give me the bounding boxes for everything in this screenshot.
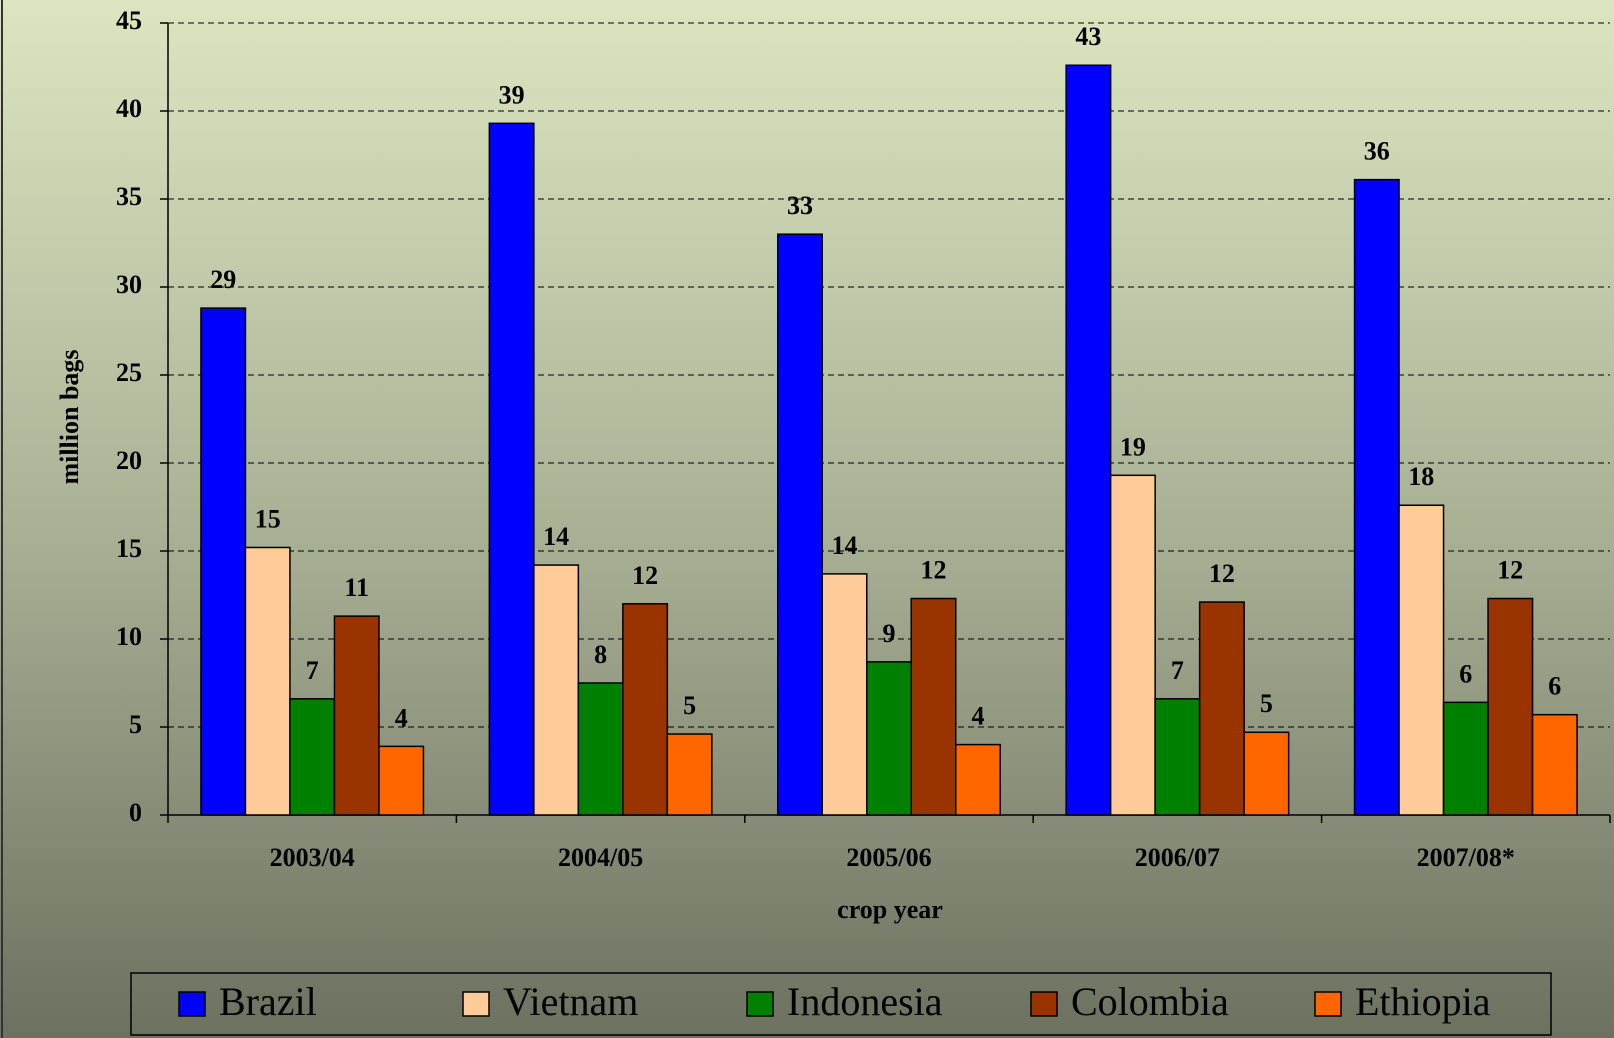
value-label: 7 (306, 656, 319, 685)
legend-swatch (746, 991, 774, 1017)
value-label: 4 (972, 702, 985, 731)
value-label: 14 (832, 531, 858, 560)
bar (378, 745, 425, 816)
legend-text: Ethiopia (1355, 979, 1491, 1024)
value-label: 6 (1459, 659, 1472, 688)
bar (777, 233, 823, 816)
y-tick-label: 20 (116, 446, 142, 475)
y-tick-label: 40 (116, 94, 142, 123)
bar (1154, 698, 1201, 816)
bar (1531, 713, 1578, 816)
bar (1487, 597, 1534, 816)
value-label: 5 (683, 691, 696, 720)
y-tick-label: 15 (116, 534, 142, 563)
bar (1065, 64, 1112, 816)
bar (1442, 701, 1489, 816)
value-label: 11 (344, 573, 369, 602)
value-label: 9 (883, 619, 896, 648)
y-axis-label: million bags (55, 349, 84, 484)
bar (1109, 474, 1156, 816)
y-tick-label: 0 (129, 798, 142, 827)
value-label: 8 (594, 640, 607, 669)
y-tick-label: 5 (129, 710, 142, 739)
bar (200, 307, 247, 816)
value-label: 4 (395, 703, 408, 732)
y-tick-label: 45 (116, 6, 142, 35)
legend-box (130, 972, 1552, 1036)
value-label: 15 (255, 504, 281, 533)
legend-text: Brazil (219, 979, 317, 1024)
y-tick-label: 35 (116, 182, 142, 211)
bar (622, 603, 669, 816)
value-label: 19 (1120, 432, 1146, 461)
bar (666, 733, 713, 816)
value-label: 33 (787, 191, 813, 220)
value-label: 7 (1171, 656, 1184, 685)
value-label: 12 (1497, 555, 1523, 584)
y-tick-label: 30 (116, 270, 142, 299)
value-label: 5 (1260, 689, 1273, 718)
legend-swatch (462, 991, 490, 1017)
x-axis-label: crop year (837, 895, 943, 924)
value-label: 43 (1075, 22, 1101, 51)
bar (1198, 601, 1245, 816)
legend-text: Vietnam (503, 979, 638, 1024)
bar (533, 564, 580, 816)
bar (577, 682, 624, 816)
x-tick-label: 2005/06 (846, 843, 931, 872)
x-tick-label: 2006/07 (1135, 843, 1220, 872)
value-label: 6 (1548, 672, 1561, 701)
x-tick-label: 2004/05 (558, 843, 643, 872)
value-label: 29 (210, 265, 236, 294)
y-tick-label: 10 (116, 622, 142, 651)
value-label: 12 (1209, 559, 1235, 588)
bar (1243, 731, 1290, 816)
bar (955, 743, 1001, 816)
legend-swatch (1314, 991, 1342, 1017)
value-label: 12 (921, 555, 947, 584)
legend-text: Colombia (1071, 979, 1229, 1024)
x-tick-label: 2007/08* (1417, 843, 1515, 872)
x-tick-label: 2003/04 (270, 843, 355, 872)
legend-text: Indonesia (787, 979, 943, 1024)
bar (910, 597, 957, 816)
bar (488, 122, 535, 816)
bar (244, 546, 291, 816)
legend-swatch (178, 991, 206, 1017)
value-label: 14 (543, 522, 569, 551)
bar (821, 573, 868, 816)
value-label: 36 (1364, 137, 1390, 166)
bar (289, 698, 336, 816)
value-label: 39 (499, 80, 525, 109)
bar (1353, 178, 1400, 816)
y-tick-label: 25 (116, 358, 142, 387)
bar (333, 615, 380, 816)
legend-swatch (1030, 991, 1058, 1017)
value-label: 18 (1408, 462, 1434, 491)
value-label: 12 (632, 561, 658, 590)
bar (866, 661, 912, 816)
bar (1398, 504, 1445, 816)
